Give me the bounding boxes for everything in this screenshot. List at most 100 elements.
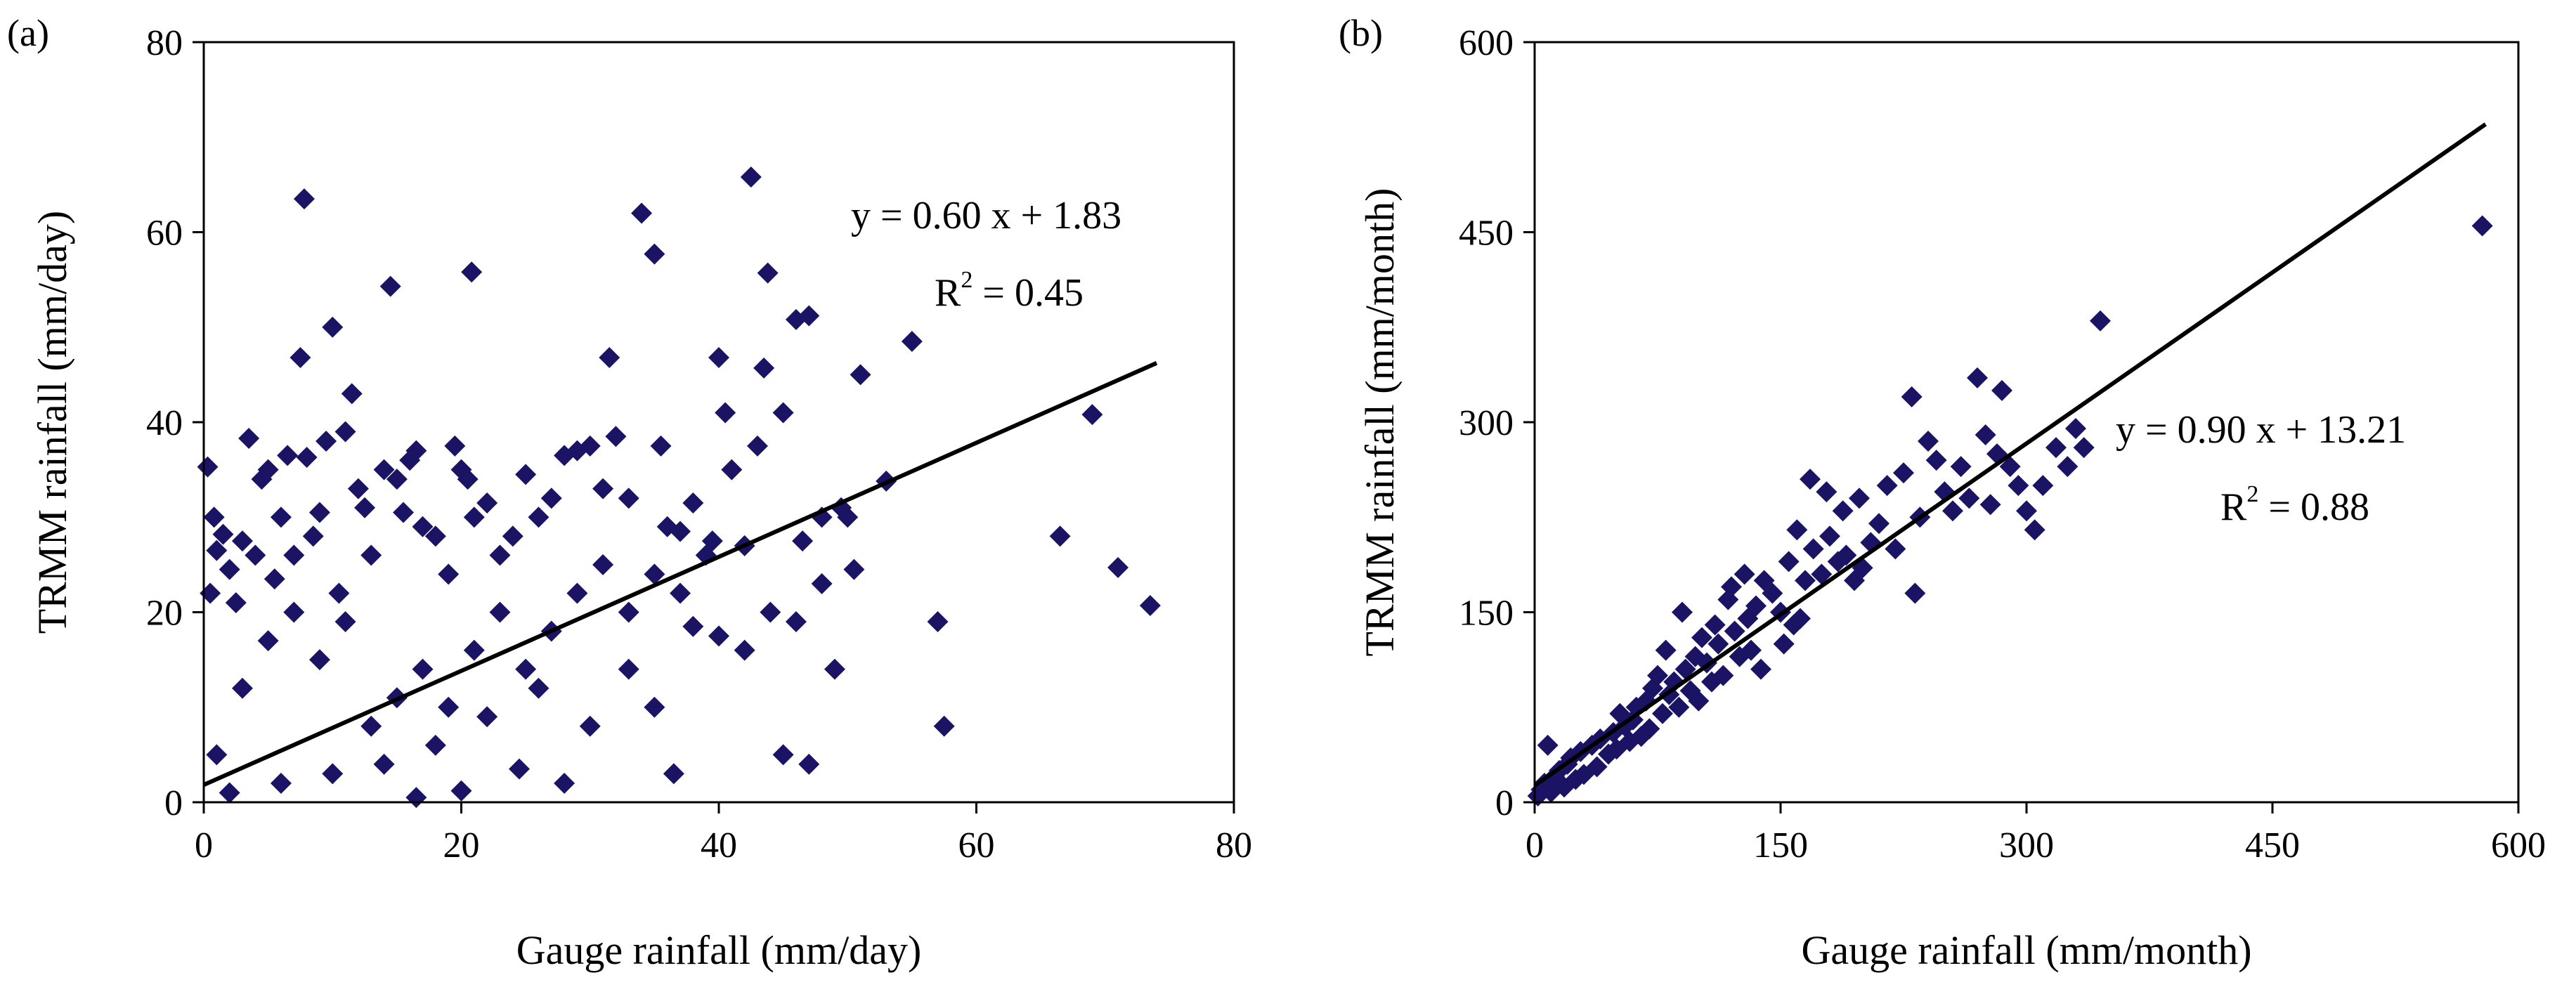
data-point (1790, 608, 1811, 629)
data-point (197, 456, 219, 478)
data-point (554, 772, 575, 794)
data-point (1802, 538, 1824, 560)
data-point (798, 753, 820, 775)
data-point (283, 601, 305, 623)
data-point (1655, 639, 1677, 661)
data-point (373, 459, 395, 481)
data-point (1049, 525, 1071, 547)
data-point (811, 573, 833, 594)
panel-a-label: (a) (7, 12, 49, 54)
data-point (231, 530, 253, 552)
data-point (746, 435, 768, 457)
data-point (740, 166, 762, 188)
data-point (257, 630, 279, 652)
x-tick-label: 80 (1216, 825, 1252, 865)
data-point (360, 715, 382, 737)
data-point (412, 516, 434, 537)
data-point (1876, 475, 1898, 497)
data-point (270, 772, 292, 794)
data-point (245, 544, 266, 566)
data-point (528, 677, 549, 699)
data-point (277, 445, 299, 466)
data-point (489, 601, 511, 623)
data-point (1918, 431, 1939, 452)
data-point (1893, 462, 1914, 484)
data-point (373, 753, 395, 775)
panel-b-y-ticks: 0 150 300 450 600 (1459, 23, 1535, 823)
data-point (200, 582, 221, 604)
data-point (1868, 513, 1889, 535)
data-point (1639, 718, 1660, 740)
data-point (618, 488, 639, 509)
data-point (592, 554, 614, 575)
data-point (2008, 475, 2029, 497)
data-point (1979, 494, 2001, 516)
data-point (1885, 538, 1906, 560)
data-point (405, 440, 427, 462)
data-point (1647, 665, 1668, 686)
data-point (1811, 563, 1833, 585)
data-point (1741, 639, 1762, 661)
data-point (412, 658, 434, 680)
data-point (1975, 424, 1996, 446)
data-point (257, 459, 279, 481)
data-point (1668, 696, 1690, 718)
data-point (772, 402, 794, 424)
panel-b-r-squared-prefix: R (2220, 485, 2247, 529)
data-point (1721, 576, 1742, 598)
panel-b-chart: (b) 0 150 300 450 600 0 150 300 450 600 Gauge ra… (1339, 12, 2546, 973)
panel-a-x-ticks: 0 20 40 60 80 (195, 802, 1252, 865)
data-point (721, 459, 743, 481)
data-point (206, 540, 228, 561)
data-point (1942, 500, 1963, 522)
data-point (850, 364, 871, 386)
data-point (476, 706, 498, 728)
x-tick-label: 450 (2245, 825, 2300, 865)
data-point (203, 506, 225, 528)
data-point (760, 601, 781, 623)
data-point (225, 591, 247, 613)
data-point (1816, 481, 1837, 503)
data-point (386, 469, 408, 490)
panel-b-r-squared: R2 = 0.88 (2220, 481, 2369, 529)
data-point (2057, 456, 2079, 478)
x-tick-label: 40 (701, 825, 737, 865)
data-point (1537, 734, 1559, 756)
data-point (1707, 633, 1729, 655)
data-point (296, 447, 318, 469)
data-point (605, 426, 627, 447)
y-tick-label: 600 (1459, 23, 1514, 63)
data-point (927, 611, 949, 633)
data-point (354, 497, 376, 518)
data-point (264, 568, 285, 590)
panel-a-plot-frame (202, 41, 1235, 804)
data-point (901, 331, 923, 353)
y-tick-label: 150 (1459, 594, 1514, 634)
panel-b-y-axis-label: TRMM rainfall (mm/month) (1357, 188, 1403, 657)
data-point (843, 558, 865, 580)
data-point (682, 615, 704, 637)
data-point (670, 521, 691, 542)
data-point (219, 558, 240, 580)
data-point (212, 523, 234, 545)
panel-a-x-axis-label: Gauge rainfall (mm/day) (516, 927, 922, 973)
x-tick-label: 600 (2491, 825, 2546, 865)
data-point (219, 782, 240, 804)
x-tick-label: 60 (958, 825, 995, 865)
data-point (476, 492, 498, 514)
y-tick-label: 80 (146, 23, 183, 63)
data-point (837, 506, 859, 528)
data-point (579, 715, 601, 737)
data-point (1586, 756, 1608, 778)
y-tick-label: 0 (164, 783, 183, 823)
data-point (631, 202, 653, 224)
data-point (302, 525, 324, 547)
data-point (2016, 500, 2037, 522)
data-point (1691, 627, 1712, 648)
data-point (457, 469, 479, 490)
data-point (1652, 702, 1673, 724)
panel-b-equation: y = 0.90 x + 13.21 (2116, 408, 2406, 452)
data-point (1762, 582, 1783, 604)
data-point (283, 544, 305, 566)
data-point (1724, 620, 1745, 642)
